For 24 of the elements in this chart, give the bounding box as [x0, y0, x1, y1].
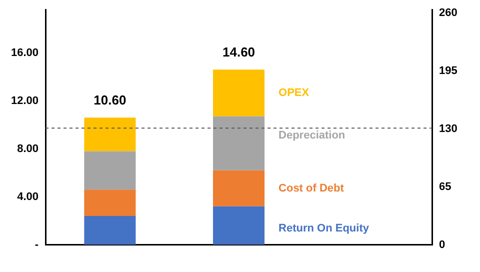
y2-tick-label: 130 — [439, 123, 458, 136]
bar — [213, 170, 265, 206]
bar — [213, 70, 265, 116]
bar — [84, 118, 136, 152]
y2-tick-label: 195 — [439, 65, 458, 78]
y-tick-label: 4.00 — [17, 190, 39, 203]
y2-tick-label: 260 — [439, 7, 458, 20]
bar — [84, 151, 136, 190]
series-label: OPEX — [278, 87, 310, 100]
total-label: 10.60 — [94, 92, 126, 108]
bar — [213, 206, 265, 245]
y-tick-label: - — [34, 238, 39, 251]
series-label: Cost of Debt — [278, 182, 344, 194]
y2-tick-label: 0 — [439, 238, 446, 251]
bar — [213, 116, 265, 170]
y-tick-label: 12.00 — [10, 94, 39, 107]
series-label: Depreciation — [278, 129, 346, 142]
y2-tick-label: 65 — [439, 180, 452, 193]
bar — [84, 190, 136, 216]
series-label: Return On Equity — [278, 222, 370, 235]
y-tick-label: 16.00 — [10, 46, 39, 59]
bar — [84, 216, 136, 245]
total-label: 14.60 — [222, 44, 256, 60]
y-tick-label: 8.00 — [17, 142, 39, 155]
